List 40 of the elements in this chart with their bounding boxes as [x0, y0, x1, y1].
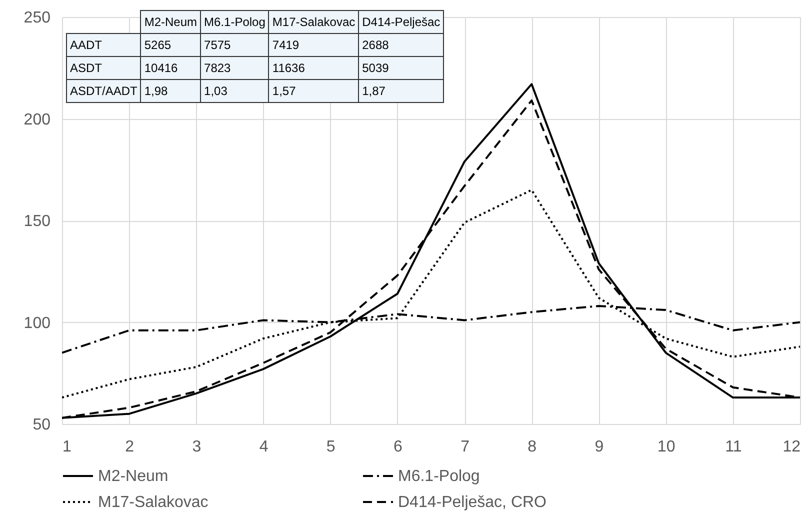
x-tick-label: 11: [725, 438, 742, 456]
legend-label: M6.1-Polog: [398, 468, 480, 485]
x-tick-label: 6: [394, 438, 402, 456]
annotation: 5265: [140, 34, 201, 56]
annotation: 5039: [358, 56, 444, 80]
legend-label: D414-Pelješac, CRO: [398, 494, 546, 511]
annotation: 7823: [200, 56, 269, 80]
annotation: 7419: [268, 34, 359, 56]
annotation: M6.1-Polog: [200, 10, 269, 34]
annotation: 1,87: [358, 80, 444, 102]
annotation: M2-Neum: [140, 10, 201, 34]
x-tick-label: 4: [259, 438, 268, 456]
annotation: 10416: [140, 56, 201, 80]
x-tick-label: 3: [192, 438, 202, 456]
x-tick-label: 5: [326, 438, 336, 456]
annotation: 2688: [358, 34, 444, 56]
annotation: 11636: [268, 56, 359, 80]
y-tick-label: 200: [24, 111, 51, 128]
annotation: D414-Pelješac: [358, 10, 444, 34]
x-tick-label: 9: [594, 438, 604, 456]
legend-label: M17-Salakovac: [98, 494, 208, 511]
x-tick-label: 10: [657, 438, 676, 456]
y-tick-label: 50: [32, 416, 51, 434]
annotation: ASDT/AADT: [66, 80, 141, 102]
x-tick-label: 8: [528, 438, 537, 456]
annotation: ASDT: [66, 56, 141, 80]
x-tick-label: 7: [460, 438, 470, 456]
x-tick-label: 12: [782, 438, 801, 456]
legend-label: M2-Neum: [98, 468, 168, 485]
annotation: 1,57: [268, 80, 359, 102]
annotation: 1,03: [200, 80, 269, 102]
x-tick-label: 1: [62, 438, 72, 456]
x-tick-label: 2: [125, 438, 134, 456]
annotation: 1,98: [140, 80, 201, 102]
annotation: 7575: [200, 34, 269, 56]
annotation: M17-Salakovac: [268, 10, 359, 34]
y-tick-label: 250: [24, 10, 51, 26]
y-tick-label: 100: [24, 314, 51, 332]
y-tick-label: 150: [24, 213, 51, 230]
annotation: AADT: [66, 34, 141, 56]
